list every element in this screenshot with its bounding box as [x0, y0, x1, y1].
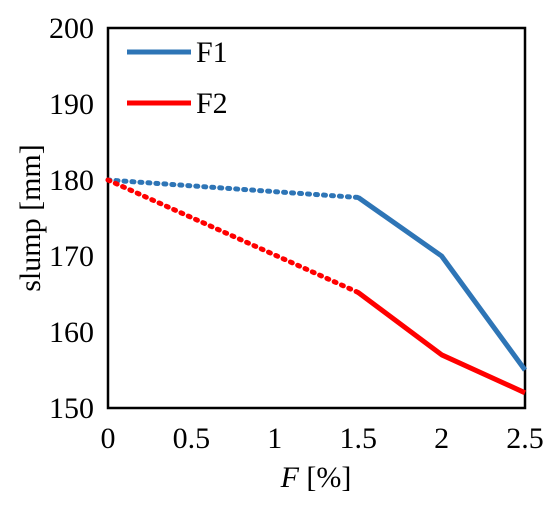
y-tick-labels: 150 160 170 180 190 200 [49, 12, 94, 425]
x-axis-label-unit: [%] [299, 461, 351, 494]
x-axis-label: F [%] [280, 461, 352, 494]
x-tick-label: 1 [267, 422, 282, 455]
legend: F1 F2 [127, 36, 228, 120]
series-f2-dotted-line [105, 177, 361, 295]
x-tick-label: 1.5 [339, 422, 377, 455]
y-axis-label: slump [mm] [14, 144, 47, 292]
series-layer [105, 177, 528, 396]
series-f1-dotted-line [105, 177, 361, 200]
series-f1-solid-line [356, 195, 528, 372]
y-tick-label: 180 [49, 164, 94, 197]
y-tick-label: 150 [49, 392, 94, 425]
series-f2-solid-line [356, 290, 527, 396]
y-tick-label: 200 [49, 12, 94, 45]
y-tick-label: 190 [49, 88, 94, 121]
x-axis-label-symbol: F [280, 461, 300, 494]
x-tick-label: 2 [434, 422, 449, 455]
legend-label-f2: F2 [196, 87, 228, 120]
y-tick-label: 170 [49, 240, 94, 273]
legend-label-f1: F1 [196, 36, 228, 69]
plot-frame [106, 26, 527, 410]
x-tick-label: 0 [101, 422, 116, 455]
y-tick-label: 160 [49, 316, 94, 349]
x-tick-labels: 0 0.5 1 1.5 2 2.5 [101, 422, 544, 455]
x-tick-label: 0.5 [173, 422, 211, 455]
x-tick-label: 2.5 [506, 422, 544, 455]
